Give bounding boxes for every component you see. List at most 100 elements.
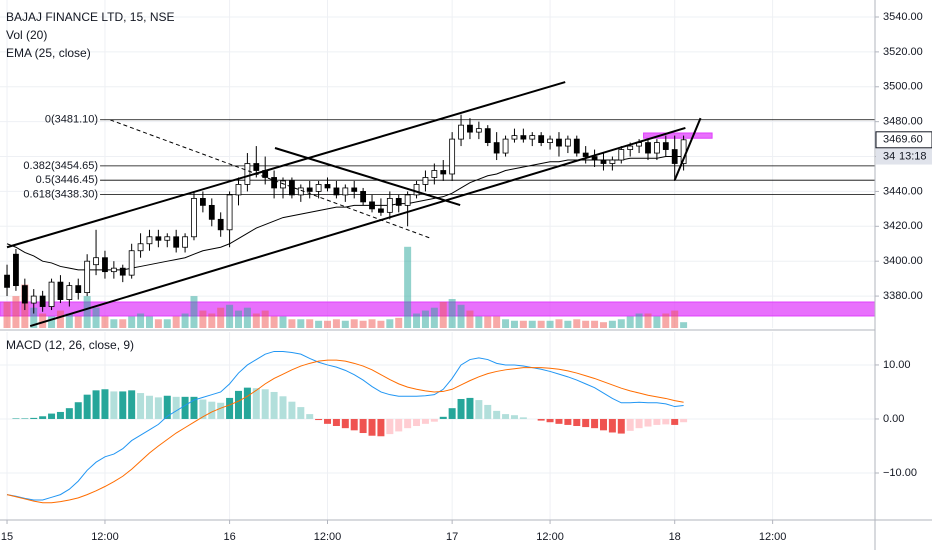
volume-bar <box>493 316 501 328</box>
volume-bar <box>226 304 234 328</box>
volume-bar <box>671 310 679 328</box>
candle-body <box>351 187 358 192</box>
volume-bar <box>448 299 456 328</box>
candle-body <box>253 163 260 171</box>
volume-bar <box>332 319 340 328</box>
plot: 0(3481.10) 0.382(3454.65) 0.5(3446.45) 0.61… <box>0 0 876 520</box>
candle-body <box>137 243 144 252</box>
candle-body <box>493 142 500 154</box>
volume-bar <box>626 316 634 328</box>
histogram-bar <box>101 389 109 419</box>
histogram-bar <box>404 418 412 429</box>
volume-bar <box>234 310 242 328</box>
volume-bar <box>119 319 127 328</box>
volume-bar <box>270 316 278 328</box>
candle-body <box>653 142 660 154</box>
x-tick-label: 12:00 <box>759 531 787 543</box>
histogram-bar <box>671 418 679 425</box>
candle-body <box>342 187 349 196</box>
volume-bar <box>279 316 287 328</box>
candle-body <box>440 170 447 175</box>
candle-body <box>75 285 82 293</box>
fib-label: 0.618(3438.30) <box>23 188 98 200</box>
candle-body <box>324 184 331 189</box>
histogram-bar <box>377 418 385 437</box>
volume-bar <box>484 316 492 328</box>
candle-body <box>564 138 571 147</box>
volume-bar <box>341 320 349 328</box>
y-tick-label: 3520.00 <box>883 46 923 58</box>
histogram-bar <box>217 402 225 419</box>
candle-body <box>84 260 91 293</box>
candle-body <box>502 138 509 154</box>
histogram-bar <box>448 408 456 419</box>
volume-bar <box>617 319 625 328</box>
histogram-bar <box>680 418 688 423</box>
candle-body <box>573 138 580 154</box>
histogram-bar <box>315 418 323 421</box>
trendline <box>6 81 566 249</box>
y-tick-label: 3540.00 <box>883 11 923 23</box>
candle-body <box>289 180 295 196</box>
candle-body <box>30 295 37 304</box>
candle-body <box>467 124 473 133</box>
candle-body <box>48 281 55 307</box>
volume-bar <box>137 313 145 328</box>
candle-body <box>627 145 634 150</box>
histogram-bar <box>653 418 661 425</box>
histogram-bar <box>395 418 403 432</box>
histogram-bar <box>332 418 340 426</box>
candle-body <box>244 163 251 185</box>
volume-bar <box>199 310 207 328</box>
histogram-bar <box>190 396 198 419</box>
histogram-bar <box>172 396 180 419</box>
volume-bar <box>680 322 688 328</box>
candle-body <box>226 194 233 231</box>
histogram-bar <box>119 391 127 419</box>
candle-body <box>600 159 607 164</box>
volume-bar <box>377 320 385 328</box>
candle-body <box>484 128 491 143</box>
histogram-bar <box>306 414 314 419</box>
volume-bar <box>466 310 474 328</box>
candle-body <box>511 135 518 140</box>
candle-body <box>315 184 322 192</box>
histogram-bar <box>519 417 527 419</box>
candle-body <box>208 204 215 220</box>
x-tick-label: 12:00 <box>536 531 564 543</box>
candle-body <box>306 187 313 192</box>
volume-bar <box>591 320 599 328</box>
candle-body <box>431 170 438 178</box>
volume-bar <box>101 316 109 328</box>
candle-body <box>529 135 536 140</box>
volume-bar <box>386 319 394 328</box>
x-tick-label: 12:00 <box>91 531 119 543</box>
histogram-bar <box>324 418 332 424</box>
chart-title: BAJAJ FINANCE LTD, 15, NSE <box>6 10 175 24</box>
trendline <box>274 147 461 206</box>
histogram-bar <box>386 418 394 435</box>
volume-bar <box>3 301 11 328</box>
histogram-bar <box>83 394 91 419</box>
fib-label: 0(3481.10) <box>45 114 98 126</box>
candle-body <box>66 285 73 300</box>
histogram-bar <box>644 418 652 427</box>
volume-bar <box>555 319 563 328</box>
candle-body <box>609 159 616 164</box>
candle-body <box>110 267 117 273</box>
candle-body <box>128 250 135 276</box>
histogram-bar <box>591 418 599 429</box>
candle-body <box>93 257 99 266</box>
volume-bar <box>145 316 153 328</box>
candle-body <box>182 236 188 248</box>
candle-body <box>547 138 553 143</box>
histogram-bar <box>128 390 136 419</box>
volume-bar <box>261 310 269 328</box>
ema-line <box>6 156 684 271</box>
candle-body <box>217 218 224 231</box>
volume-bar <box>368 319 376 328</box>
candle-body <box>378 208 384 213</box>
candle-body <box>520 135 527 140</box>
histogram-bar <box>662 418 670 425</box>
